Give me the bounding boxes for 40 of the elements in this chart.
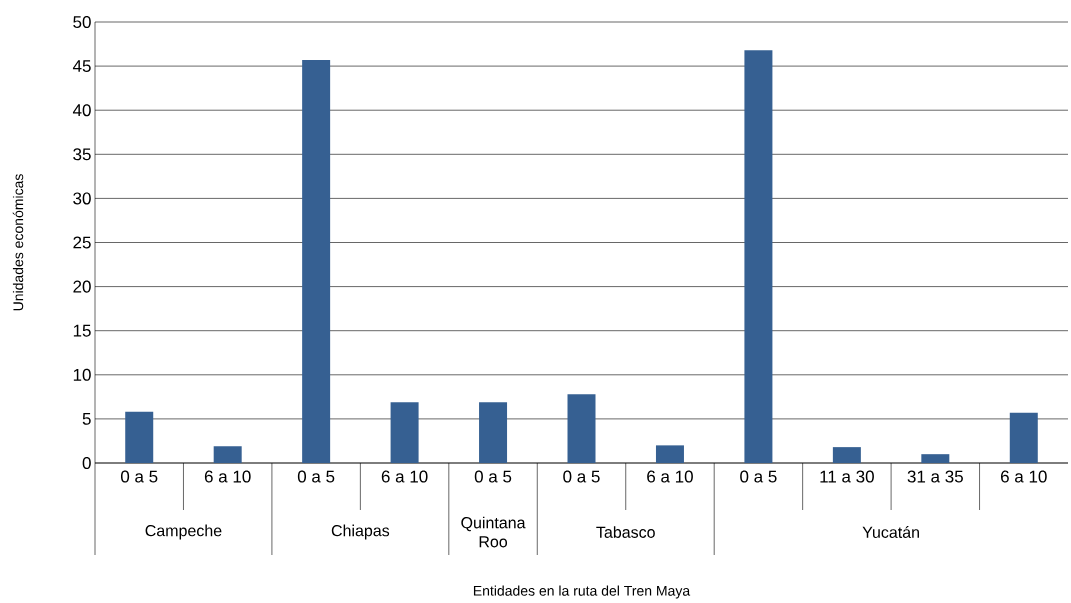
x-tick-label: 0 a 5 bbox=[474, 470, 512, 483]
x-tick-label: 6 a 10 bbox=[647, 470, 693, 483]
y-tick-label: 15 bbox=[73, 324, 91, 337]
x-tick-label: 6 a 10 bbox=[381, 470, 428, 483]
y-tick-label: 5 bbox=[82, 412, 91, 425]
bar bbox=[832, 447, 861, 463]
bar bbox=[390, 402, 419, 463]
x-tick-label: 31 a 35 bbox=[907, 470, 963, 483]
bar bbox=[567, 394, 596, 463]
text: Entidades en la ruta del Tren Maya bbox=[473, 585, 691, 599]
y-tick-label: 40 bbox=[72, 104, 91, 117]
bar bbox=[744, 50, 773, 463]
bar bbox=[125, 411, 154, 463]
y-tick-label: 10 bbox=[73, 368, 91, 381]
y-tick-label: 20 bbox=[73, 280, 91, 293]
text: Chiapas bbox=[331, 524, 390, 540]
x-tick-label: 0 a 5 bbox=[297, 470, 335, 483]
y-tick-label: 35 bbox=[73, 148, 91, 161]
y-axis-title: Unidades económicas bbox=[12, 174, 24, 311]
y-tick-label: 45 bbox=[72, 60, 91, 73]
y-tick-label: 25 bbox=[73, 236, 91, 249]
text: Quintana Roo bbox=[461, 516, 526, 548]
text: Yucatán bbox=[862, 526, 919, 538]
x-tick-label: 11 a 30 bbox=[820, 470, 874, 483]
bar bbox=[479, 402, 508, 463]
y-tick-label: 50 bbox=[73, 15, 91, 29]
text: Campeche bbox=[145, 524, 222, 540]
y-tick-label: 0 bbox=[82, 456, 91, 470]
x-tick-label: 0 a 5 bbox=[120, 470, 158, 483]
x-tick-label: 0 a 5 bbox=[740, 470, 777, 483]
y-tick-label: 30 bbox=[73, 192, 91, 205]
bar bbox=[655, 445, 684, 463]
bar bbox=[302, 59, 331, 463]
text: Tabasco bbox=[596, 526, 655, 538]
x-tick-label: 0 a 5 bbox=[563, 470, 600, 483]
bar bbox=[921, 454, 950, 463]
bar bbox=[1009, 412, 1038, 463]
bar bbox=[213, 446, 242, 463]
x-tick-label: 6 a 10 bbox=[204, 470, 251, 483]
x-tick-label: 6 a 10 bbox=[1001, 470, 1047, 483]
